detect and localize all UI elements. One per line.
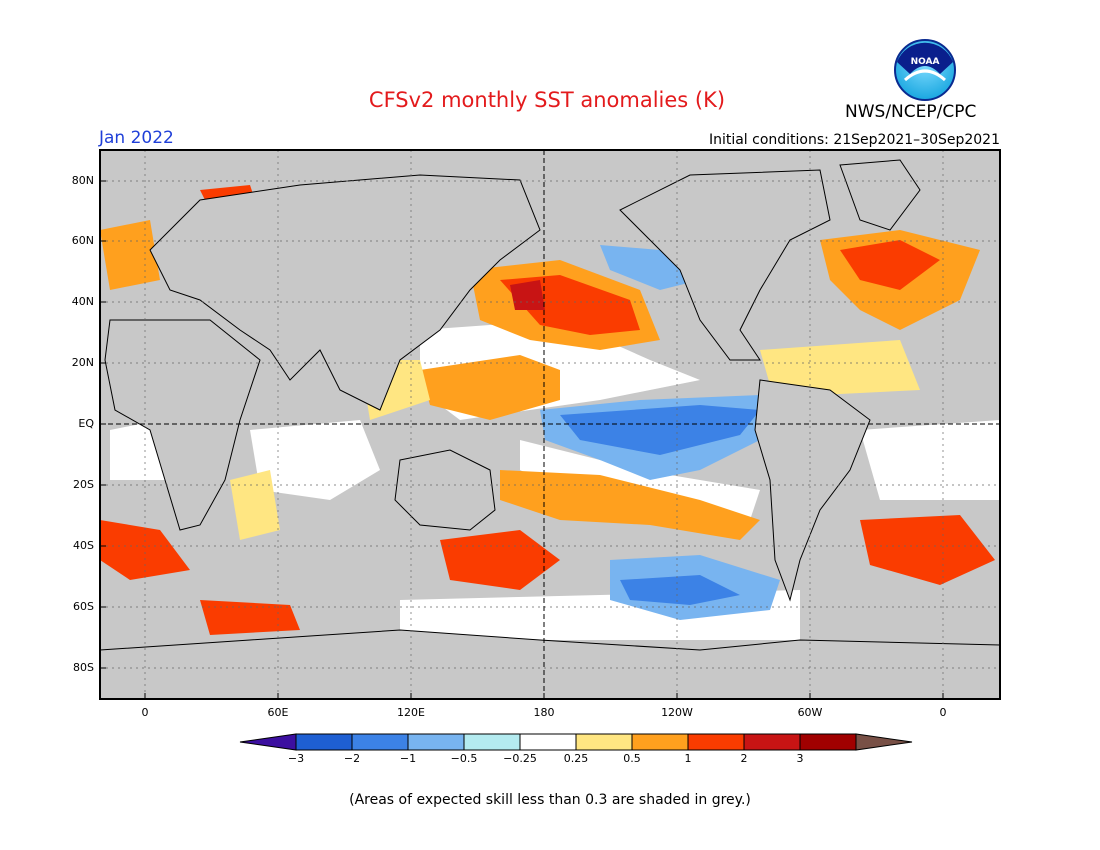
y-tick-label: 20N — [71, 356, 94, 369]
colorbar-label: 3 — [796, 752, 804, 765]
noaa-seal-icon: NOAA — [894, 39, 956, 101]
y-tick-label: 80S — [73, 661, 94, 674]
colorbar-swatch — [575, 733, 633, 751]
x-tick-label: 0 — [939, 706, 947, 719]
colorbar-swatch — [631, 733, 689, 751]
initial-conditions: Initial conditions: 21Sep2021–30Sep2021 — [708, 132, 1000, 148]
graticule — [100, 150, 1000, 699]
x-tick-label: 180 — [533, 706, 555, 719]
colorbar-swatch — [687, 733, 745, 751]
colorbar-arrow-high — [855, 733, 913, 751]
colorbar-label: −0.25 — [503, 752, 537, 765]
y-tick-label: 40N — [71, 295, 94, 308]
x-tick-label: 60E — [267, 706, 289, 719]
forecast-month: Jan 2022 — [99, 128, 174, 148]
x-tick-label: 60W — [797, 706, 823, 719]
colorbar-swatch — [463, 733, 521, 751]
y-tick-label: 20S — [73, 478, 94, 491]
y-tick-label: EQ — [78, 417, 94, 430]
colorbar-swatch — [743, 733, 801, 751]
colorbar-label: −3 — [287, 752, 305, 765]
colorbar — [239, 733, 913, 751]
y-tick-label: 40S — [73, 539, 94, 552]
colorbar-label: 2 — [740, 752, 748, 765]
colorbar-label: 1 — [684, 752, 692, 765]
colorbar-swatch — [519, 733, 577, 751]
colorbar-swatch — [295, 733, 353, 751]
y-tick-label: 60N — [71, 234, 94, 247]
colorbar-label: −0.5 — [450, 752, 478, 765]
colorbar-label: 0.25 — [563, 752, 589, 765]
colorbar-swatch — [351, 733, 409, 751]
continents — [100, 159, 1000, 699]
axis-ticks — [100, 180, 944, 699]
colorbar-arrow-low — [239, 733, 297, 751]
y-tick-label: 60S — [73, 600, 94, 613]
footnote: (Areas of expected skill less than 0.3 a… — [349, 792, 751, 808]
x-tick-label: 120W — [661, 706, 693, 719]
reference-lines — [100, 150, 1000, 699]
colorbar-label: 0.5 — [623, 752, 641, 765]
x-tick-label: 0 — [141, 706, 149, 719]
noaa-logo-text: NOAA — [911, 57, 940, 67]
colorbar-swatch — [407, 733, 465, 751]
anomaly-field — [100, 185, 1000, 640]
chart-title: CFSv2 monthly SST anomalies (K) — [368, 88, 726, 112]
x-tick-label: 120E — [397, 706, 425, 719]
y-tick-label: 80N — [71, 174, 94, 187]
colorbar-swatch — [799, 733, 857, 751]
colorbar-label: −2 — [343, 752, 361, 765]
colorbar-label: −1 — [399, 752, 417, 765]
agency-label: NWS/NCEP/CPC — [845, 102, 977, 122]
